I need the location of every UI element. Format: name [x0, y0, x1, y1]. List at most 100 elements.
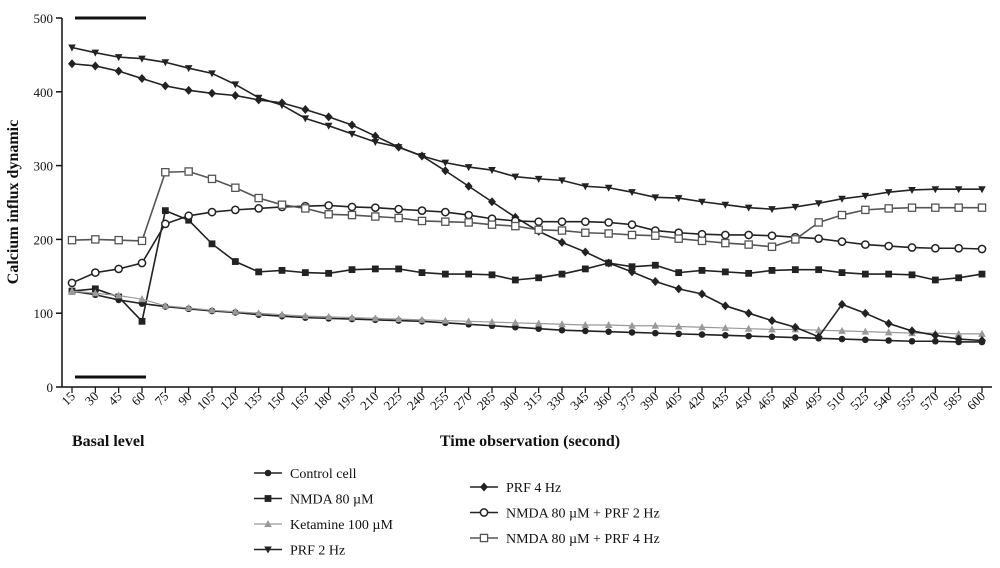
- data-point: [184, 167, 193, 176]
- data-point: [744, 204, 753, 212]
- data-point: [721, 201, 730, 209]
- x-tick-label: 105: [194, 389, 218, 413]
- x-tick-label: 480: [777, 389, 801, 413]
- data-point: [884, 241, 894, 251]
- data-point: [488, 318, 496, 326]
- legend-item: PRF 4 Hz: [470, 481, 561, 496]
- data-point: [254, 309, 263, 317]
- data-point: [837, 237, 847, 246]
- data-point: [675, 330, 682, 338]
- data-point: [908, 326, 916, 336]
- data-point: [862, 336, 869, 344]
- data-point: [744, 308, 753, 318]
- x-tick-label: 495: [800, 389, 824, 413]
- data-point: [838, 335, 846, 343]
- data-point: [254, 95, 263, 105]
- data-point: [954, 329, 963, 337]
- data-point: [278, 266, 286, 274]
- legend-item: Control cell: [254, 467, 357, 482]
- data-point: [651, 231, 660, 240]
- x-tick-label: 390: [637, 389, 661, 413]
- data-point: [604, 321, 613, 329]
- legend-label: NMDA 80 µM + PRF 2 Hz: [506, 507, 660, 522]
- data-point: [184, 85, 193, 95]
- data-point: [885, 337, 892, 344]
- data-point: [885, 270, 893, 278]
- data-point: [301, 115, 310, 123]
- data-point: [324, 201, 334, 210]
- data-point: [791, 322, 800, 332]
- data-point: [698, 198, 706, 206]
- y-ticks: 0 100 200 300 400 500: [34, 11, 62, 395]
- data-point: [768, 325, 776, 333]
- data-point: [697, 236, 707, 246]
- series-line: [71, 209, 983, 323]
- data-point: [838, 326, 846, 334]
- x-tick-label: 375: [614, 389, 638, 413]
- data-point: [534, 225, 543, 235]
- data-point: [91, 235, 100, 244]
- series-line: [71, 290, 982, 335]
- data-point: [651, 321, 660, 329]
- data-point: [137, 236, 147, 246]
- data-point: [441, 166, 450, 176]
- data-point: [231, 258, 239, 265]
- data-point: [628, 321, 636, 329]
- data-point: [90, 268, 100, 277]
- data-point: [675, 269, 683, 277]
- data-point: [791, 235, 800, 244]
- data-point: [394, 204, 404, 214]
- x-tick-label: 210: [357, 389, 381, 413]
- data-point: [67, 235, 77, 245]
- data-point: [954, 203, 963, 212]
- data-point: [978, 186, 986, 194]
- data-point: [580, 217, 590, 227]
- x-tick-label: 300: [497, 389, 521, 413]
- data-point: [792, 334, 799, 341]
- data-point: [231, 307, 240, 315]
- data-point: [324, 312, 333, 320]
- data-point: [464, 164, 473, 172]
- data-point: [908, 271, 916, 279]
- data-point: [745, 269, 753, 277]
- data-point: [931, 186, 940, 194]
- data-point: [278, 98, 286, 108]
- data-point: [208, 70, 216, 78]
- data-point: [604, 229, 613, 238]
- data-point: [184, 211, 194, 221]
- data-point: [441, 270, 449, 278]
- data-point: [488, 167, 496, 175]
- data-point: [954, 186, 963, 194]
- data-point: [861, 205, 870, 215]
- data-point: [114, 264, 124, 274]
- legend: Control cell NMDA 80 µM Ketamine 100 µM PRF…: [254, 467, 660, 559]
- data-point: [768, 266, 776, 274]
- data-point: [652, 329, 659, 337]
- series-line: [71, 62, 983, 342]
- x-tick-label: 120: [217, 389, 241, 413]
- y-tick-label: 300: [34, 159, 54, 174]
- data-point: [604, 218, 614, 227]
- legend-marker: [264, 469, 272, 477]
- data-point: [535, 325, 542, 332]
- data-point: [137, 258, 147, 268]
- data-point: [978, 270, 986, 278]
- data-point: [394, 142, 403, 152]
- data-point: [441, 316, 450, 324]
- data-point: [184, 304, 193, 312]
- data-point: [114, 66, 123, 76]
- data-point: [348, 266, 356, 274]
- data-point: [371, 314, 380, 322]
- data-point: [207, 174, 217, 184]
- data-point: [161, 207, 169, 215]
- data-point: [394, 315, 403, 323]
- x-tick-label: 270: [450, 389, 474, 413]
- data-point: [348, 130, 356, 138]
- data-point: [721, 301, 730, 311]
- legend-item: NMDA 80 µM + PRF 4 Hz: [470, 532, 660, 547]
- data-point: [441, 159, 450, 167]
- legend-marker: [479, 533, 489, 543]
- data-point: [744, 240, 753, 249]
- series-4: [68, 59, 986, 346]
- data-point: [745, 332, 752, 340]
